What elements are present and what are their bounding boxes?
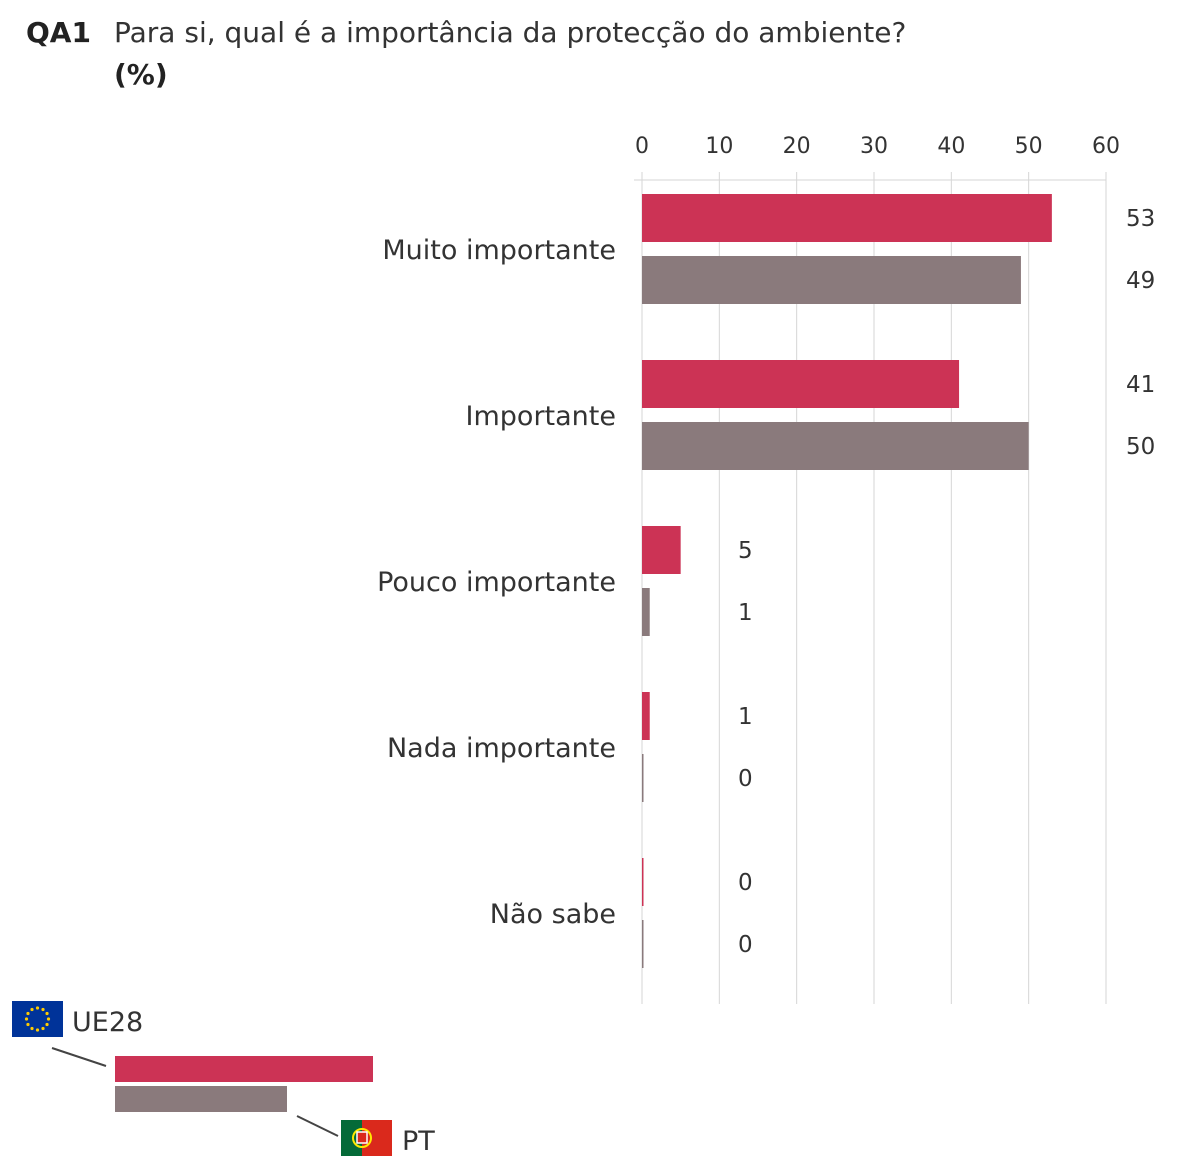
value-label-ue28-importante: 41 [1126, 372, 1155, 398]
legend: UE28 PT [12, 1001, 435, 1157]
legend-label-ue28: UE28 [72, 1007, 143, 1038]
bar-pt-pouco-importante [642, 588, 650, 636]
eu-star [45, 1011, 49, 1016]
bar-pt-muito-importante [642, 256, 1021, 304]
legend-bar-pt [115, 1086, 287, 1112]
eu-star [26, 1022, 30, 1027]
value-label-ue28-pouco-importante: 5 [738, 538, 753, 564]
bar-pt-nada-importante [642, 754, 644, 802]
legend-connector-pt [296, 1115, 339, 1137]
value-label-pt-importante: 50 [1126, 434, 1155, 460]
category-label-importante: Importante [466, 401, 616, 432]
value-label-pt-pouco-importante: 1 [738, 600, 753, 626]
category-label-muito-importante: Muito importante [382, 235, 616, 266]
bar-ue28-muito-importante [642, 194, 1052, 242]
value-labels: 53 49 41 50 5 1 1 0 0 0 [738, 206, 1155, 958]
eu-flag-icon [12, 1001, 63, 1037]
chart-title: QA1 Para si, qual é a importância da prot… [26, 16, 906, 50]
x-tick-label-30: 30 [860, 134, 888, 159]
eu-star [35, 1028, 40, 1032]
category-label-pouco-importante: Pouco importante [377, 567, 616, 598]
value-label-ue28-nao-sabe: 0 [738, 870, 753, 896]
x-tick-label-10: 10 [705, 134, 733, 159]
category-label-nada-importante: Nada importante [387, 733, 616, 764]
eu-star [30, 1007, 34, 1012]
value-label-pt-nada-importante: 0 [738, 766, 753, 792]
category-labels: Muito importante Importante Pouco importan… [377, 235, 616, 930]
value-label-pt-muito-importante: 49 [1126, 268, 1155, 294]
question-text: Para si, qual é a importância da protecç… [114, 16, 907, 49]
eu-star [41, 1007, 45, 1012]
eu-star [46, 1017, 51, 1021]
eu-star [35, 1006, 40, 1010]
x-tick-label-20: 20 [783, 134, 811, 159]
x-tick-label-60: 60 [1092, 134, 1120, 159]
bar-pt-importante [642, 422, 1029, 470]
x-axis-ticks: 0 10 20 30 40 50 60 [635, 134, 1120, 159]
x-tick-label-0: 0 [635, 134, 649, 159]
bar-ue28-pouco-importante [642, 526, 681, 574]
eu-star [30, 1026, 34, 1031]
category-label-nao-sabe: Não sabe [490, 899, 616, 930]
eu-star [24, 1017, 29, 1021]
bar-ue28-nada-importante [642, 692, 650, 740]
x-tick-label-50: 50 [1015, 134, 1043, 159]
bar-pt-nao-sabe [642, 920, 644, 968]
eu-star [26, 1011, 30, 1016]
value-label-ue28-nada-importante: 1 [738, 704, 753, 730]
legend-label-pt: PT [402, 1126, 435, 1157]
value-label-pt-nao-sabe: 0 [738, 932, 753, 958]
value-label-ue28-muito-importante: 53 [1126, 206, 1155, 232]
bar-ue28-nao-sabe [642, 858, 644, 906]
portugal-flag-icon [341, 1120, 392, 1156]
legend-bar-ue28 [115, 1056, 373, 1082]
x-tick-label-40: 40 [937, 134, 965, 159]
eu-star [45, 1022, 49, 1027]
legend-connector-ue28 [51, 1047, 107, 1067]
question-code: QA1 [26, 16, 91, 49]
bars [642, 194, 1052, 968]
bar-ue28-importante [642, 360, 960, 408]
unit-label: (%) [114, 58, 168, 91]
eu-star [41, 1026, 45, 1031]
